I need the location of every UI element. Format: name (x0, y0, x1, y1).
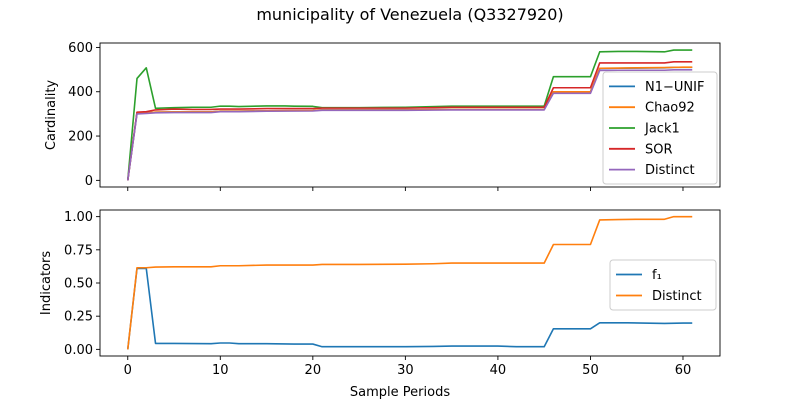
legend-entry: Distinct (652, 289, 702, 304)
legend-entry: Chao92 (645, 101, 695, 116)
x-axis-label: Sample Periods (350, 385, 450, 400)
y-tick-label: 400 (68, 85, 93, 100)
y-tick-label: 600 (68, 41, 93, 56)
legend: f₁ Distinct (609, 259, 717, 311)
series-line-0-4 (126, 69, 693, 181)
series-line-1-1 (126, 215, 693, 350)
y-tick-label: 0 (85, 174, 93, 189)
legend-box (609, 259, 717, 311)
x-tick-label: 40 (490, 363, 507, 378)
x-tick-label: 60 (675, 363, 692, 378)
legend: N1−UNIF Chao92 Jack1 SOR Distinct (602, 71, 718, 185)
x-tick-label: 50 (582, 363, 599, 378)
x-tick-label: 30 (397, 363, 414, 378)
legend-entry: Jack1 (644, 122, 680, 137)
y-tick-label: 0.75 (64, 243, 93, 258)
y-tick-label: 0.00 (64, 343, 93, 358)
chart-title: municipality of Venezuela (Q3327920) (256, 5, 563, 24)
x-tick-label: 10 (212, 363, 229, 378)
legend-entry: Distinct (645, 163, 695, 178)
series-line-1-0 (126, 267, 693, 350)
y-axis-label: Cardinality (44, 80, 59, 151)
y-axis-label: Indicators (39, 251, 54, 315)
legend-entry: N1−UNIF (645, 80, 704, 95)
legend-entry: f₁ (652, 268, 662, 283)
cardinality-axes: 0 200 400 600 Cardinality N1−UNIF Chao92 Jack1 S… (44, 41, 721, 191)
y-tick-label: 0.25 (64, 310, 93, 325)
y-tick-label: 1.00 (64, 210, 93, 225)
y-tick-label: 200 (68, 130, 93, 145)
legend-box (602, 71, 718, 185)
y-tick-label: 0.50 (64, 277, 93, 292)
legend-entry: SOR (645, 142, 673, 157)
indicators-axes: 0 10 20 30 40 50 60 0.00 0.25 0.50 0.75 1.00 Indicat… (39, 209, 721, 400)
x-tick-label: 0 (124, 363, 132, 378)
x-tick-label: 20 (305, 363, 322, 378)
series-line-0-3 (126, 61, 693, 181)
axes-frame (99, 42, 721, 188)
